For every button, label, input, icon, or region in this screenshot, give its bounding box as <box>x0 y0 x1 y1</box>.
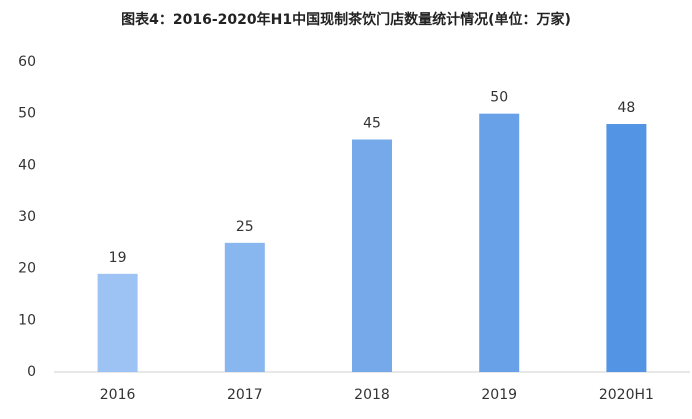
bar <box>606 124 647 372</box>
y-tick-label: 40 <box>18 157 36 173</box>
y-tick-label: 20 <box>18 261 36 277</box>
bar <box>479 113 520 373</box>
bar <box>352 139 392 372</box>
x-tick-label: 2017 <box>227 387 263 403</box>
data-label: 50 <box>490 90 508 106</box>
x-tick-label: 2019 <box>481 387 517 403</box>
chart-title: 图表4：2016-2020年H1中国现制茶饮门店数量统计情况(单位：万家) <box>121 11 571 28</box>
y-tick-label: 10 <box>18 312 36 328</box>
bar <box>97 273 138 372</box>
x-tick-label: 2020H1 <box>599 387 654 403</box>
x-tick-label: 2016 <box>100 387 136 403</box>
x-tick-label: 2018 <box>354 387 390 403</box>
data-label: 25 <box>236 219 254 235</box>
bar <box>224 242 265 372</box>
y-tick-label: 0 <box>27 364 36 380</box>
y-tick-label: 30 <box>18 209 36 225</box>
data-label: 19 <box>109 250 127 266</box>
data-label: 48 <box>617 100 635 116</box>
data-label: 45 <box>363 116 381 132</box>
y-tick-label: 60 <box>18 54 36 70</box>
y-tick-label: 50 <box>18 106 36 122</box>
